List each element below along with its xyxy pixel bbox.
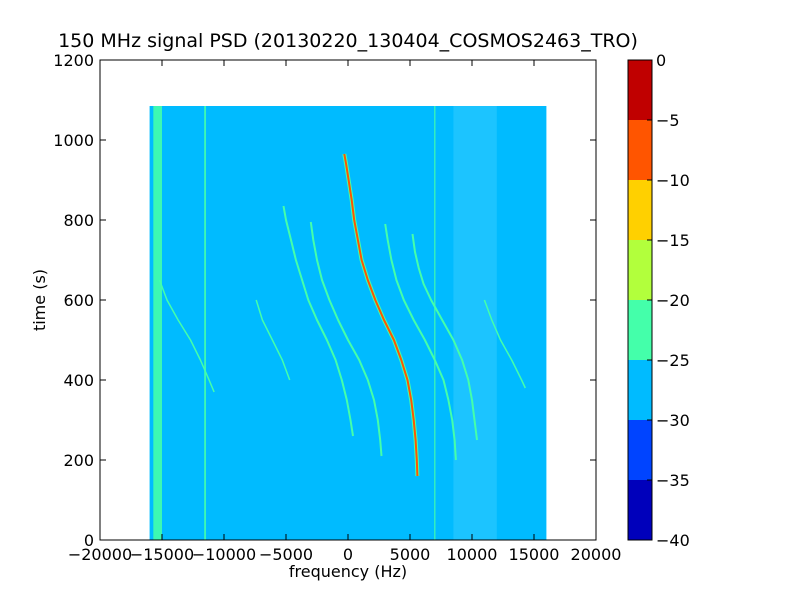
signal-trace-5 xyxy=(158,279,215,393)
x-tick-label: −10000 xyxy=(192,545,256,564)
y-axis-label: time (s) xyxy=(30,269,49,331)
heatmap-band-3 xyxy=(453,106,497,540)
trace-layer xyxy=(158,153,526,477)
x-tick-label: 20000 xyxy=(571,545,622,564)
heatmap-band-2 xyxy=(434,106,436,540)
x-tick-label: 15000 xyxy=(509,545,560,564)
colorbar-segment xyxy=(628,120,652,180)
x-tick-label: 5000 xyxy=(390,545,431,564)
colorbar-tick-label: −35 xyxy=(656,471,690,490)
colorbar: −40 −35 −30 −25 −20 −15 −10 −5 0 xyxy=(627,51,690,550)
colorbar-segment xyxy=(628,240,652,300)
colorbar-tick-label: −15 xyxy=(656,231,690,250)
signal-trace-1 xyxy=(282,205,354,437)
colorbar-segment xyxy=(628,180,652,240)
signal-trace-7 xyxy=(483,299,526,389)
colorbar-segment xyxy=(628,420,652,480)
y-tick-label: 800 xyxy=(63,211,94,230)
colorbar-tick-label: −30 xyxy=(656,411,690,430)
chart-title: 150 MHz signal PSD (20130220_130404_COSM… xyxy=(58,30,638,52)
x-tick-label: −20000 xyxy=(68,545,132,564)
x-axis: −20000−15000−10000 −5000 0 5000 10000 15000 20… xyxy=(68,60,622,564)
y-tick-label: 1000 xyxy=(53,131,94,150)
y-tick-label: 1200 xyxy=(53,51,94,70)
signal-trace-0 xyxy=(343,153,419,477)
colorbar-tick-label: 0 xyxy=(656,51,666,70)
plot-area xyxy=(149,106,547,540)
colorbar-tick-label: −5 xyxy=(656,111,680,130)
signal-trace-3 xyxy=(384,223,457,461)
colorbar-tick-label: −10 xyxy=(656,171,690,190)
x-tick-label: −5000 xyxy=(259,545,313,564)
x-tick-label: 10000 xyxy=(447,545,498,564)
colorbar-segment xyxy=(628,480,652,540)
colorbar-segment xyxy=(628,60,652,120)
colorbar-segment xyxy=(628,360,652,420)
colorbar-tick-label: −25 xyxy=(656,351,690,370)
signal-trace-6 xyxy=(255,299,291,381)
colorbar-tick-label: −40 xyxy=(656,531,690,550)
y-tick-label: 0 xyxy=(84,531,94,550)
x-tick-label: −15000 xyxy=(130,545,194,564)
heatmap-band-1 xyxy=(204,106,207,540)
colorbar-tick-label: −20 xyxy=(656,291,690,310)
y-tick-label: 200 xyxy=(63,451,94,470)
y-tick-label: 600 xyxy=(63,291,94,310)
x-tick-label: 0 xyxy=(343,545,353,564)
x-axis-label: frequency (Hz) xyxy=(289,562,407,581)
y-tick-label: 400 xyxy=(63,371,94,390)
signal-trace-2 xyxy=(309,221,383,457)
colorbar-segment xyxy=(628,300,652,360)
y-axis: 0 200 400 600 800 1000 1200 xyxy=(53,51,596,550)
heatmap-band-0 xyxy=(153,106,162,540)
signal-trace-4 xyxy=(411,233,478,441)
